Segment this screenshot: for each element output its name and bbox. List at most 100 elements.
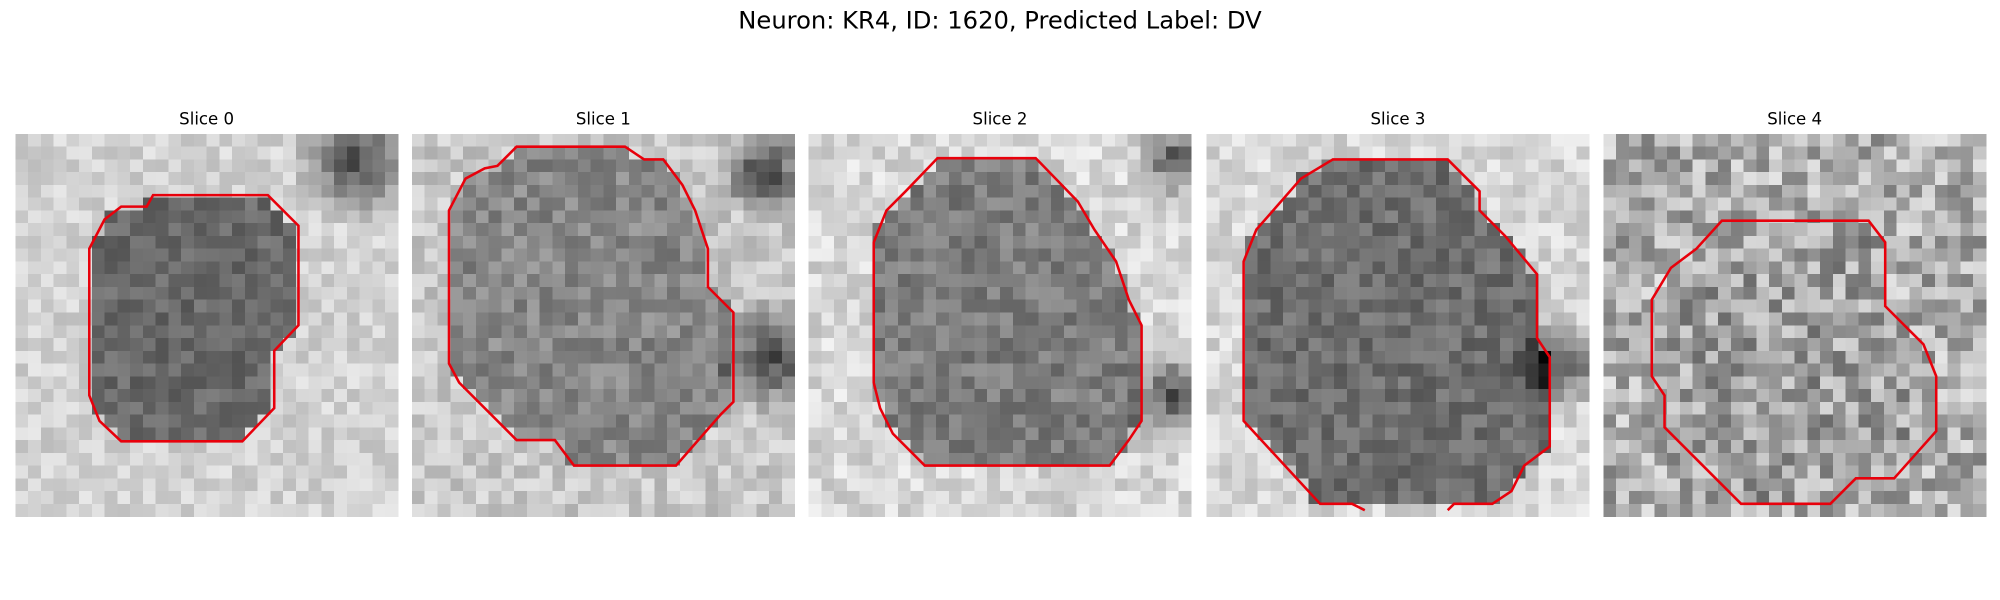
pixel — [628, 452, 642, 466]
pixel — [565, 503, 579, 517]
pixel — [1616, 427, 1630, 441]
pixel — [987, 184, 1001, 199]
pixel — [846, 350, 861, 364]
pixel — [667, 261, 681, 275]
pixel — [1461, 325, 1475, 339]
pixel — [616, 261, 630, 275]
pixel — [1436, 350, 1450, 364]
pixel — [1947, 261, 1961, 275]
pixel — [1512, 184, 1526, 199]
pixel — [1397, 210, 1412, 224]
pixel — [1667, 197, 1681, 211]
pixel — [679, 376, 693, 390]
pixel — [1769, 299, 1783, 313]
pixel — [91, 299, 105, 313]
pixel — [1127, 465, 1141, 479]
pixel — [718, 440, 732, 454]
pixel — [463, 376, 477, 390]
pixel — [40, 286, 54, 301]
pixel — [1102, 503, 1116, 517]
pixel — [1973, 452, 1987, 466]
pixel — [104, 146, 118, 160]
pixel — [1436, 427, 1450, 441]
pixel — [1781, 363, 1796, 377]
pixel — [66, 338, 80, 352]
pixel — [40, 414, 54, 428]
pixel — [1372, 133, 1386, 148]
pixel — [308, 223, 322, 237]
pixel — [1153, 414, 1167, 428]
pixel — [28, 299, 42, 313]
pixel — [1820, 159, 1834, 173]
pixel — [437, 172, 451, 186]
pixel — [834, 452, 848, 466]
panel-title: Slice 2 — [973, 109, 1028, 128]
pixel — [1038, 197, 1052, 211]
pixel — [590, 325, 604, 339]
pixel — [193, 133, 208, 148]
pixel — [130, 325, 144, 339]
pixel — [372, 274, 386, 288]
pixel — [616, 414, 630, 428]
pixel — [974, 478, 988, 492]
pixel — [1206, 427, 1220, 441]
pixel — [987, 299, 1001, 313]
pixel — [1219, 133, 1233, 148]
pixel — [1654, 248, 1668, 262]
pixel — [321, 261, 335, 275]
pixel — [15, 452, 29, 466]
pixel — [1102, 401, 1116, 415]
pixel — [232, 172, 246, 186]
pixel — [1448, 299, 1463, 313]
pixel — [411, 146, 426, 160]
pixel — [590, 363, 604, 377]
pixel — [1025, 338, 1039, 352]
pixel — [1934, 389, 1949, 403]
pixel — [79, 210, 93, 224]
pixel — [1551, 299, 1565, 313]
pixel — [565, 235, 579, 250]
pixel — [1308, 350, 1322, 364]
pixel — [1063, 452, 1077, 466]
pixel — [66, 440, 80, 454]
pixel — [1385, 338, 1399, 352]
pixel — [437, 210, 451, 224]
pixel — [539, 503, 553, 517]
pixel — [1512, 440, 1526, 454]
pixel — [1038, 261, 1052, 275]
pixel — [91, 478, 105, 492]
pixel — [1165, 184, 1179, 199]
pixel — [1820, 184, 1834, 199]
pixel — [1718, 376, 1732, 390]
pixel — [1038, 299, 1052, 313]
pixel — [1769, 223, 1783, 237]
pixel — [1461, 261, 1475, 275]
pixel — [270, 286, 284, 301]
pixel — [1960, 223, 1974, 237]
pixel — [1308, 197, 1322, 211]
pixel — [1114, 197, 1128, 211]
pixel — [1334, 427, 1348, 441]
pixel — [308, 491, 322, 505]
pixel — [1628, 376, 1642, 390]
pixel — [1679, 210, 1693, 224]
pixel — [1270, 401, 1284, 415]
pixel — [679, 491, 693, 505]
pixel — [1692, 172, 1706, 186]
pixel — [244, 286, 259, 301]
pixel — [923, 350, 937, 364]
pixel — [104, 414, 118, 428]
pixel — [181, 210, 195, 224]
pixel — [1538, 159, 1552, 173]
pixel — [372, 223, 386, 237]
pixel — [283, 376, 297, 390]
pixel — [244, 159, 259, 173]
pixel — [1563, 503, 1577, 517]
pixel — [1063, 286, 1077, 301]
pixel — [104, 286, 118, 301]
pixel — [1089, 210, 1103, 224]
pixel — [1563, 172, 1577, 186]
pixel — [1616, 338, 1630, 352]
pixel — [437, 312, 451, 326]
pixel — [974, 338, 988, 352]
